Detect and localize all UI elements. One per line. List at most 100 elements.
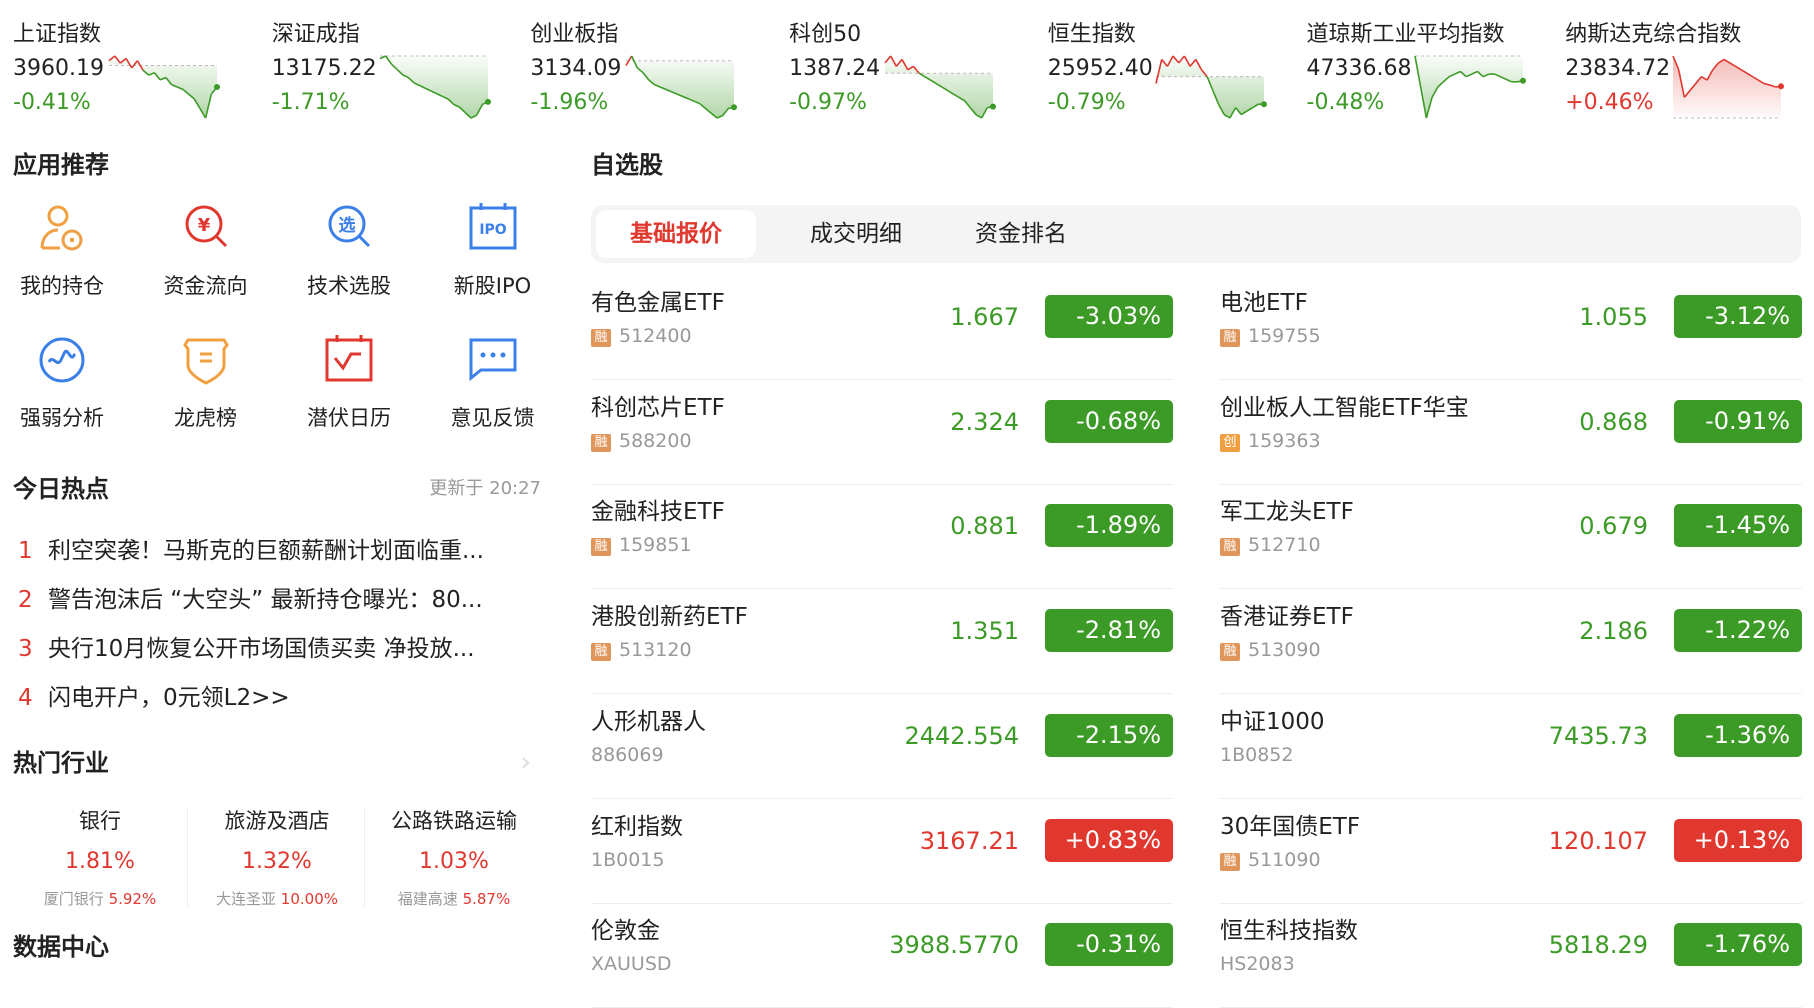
sparkline-segment [906,65,914,71]
change-badge: -1.22% [1674,609,1802,653]
chat-bubble-icon [469,338,516,382]
hot-news-item[interactable]: 4 闪电开户，0元领L2>> [18,678,538,712]
industry-leader: 厦门银行 5.92% [14,888,186,909]
sparkline-segment [630,55,638,69]
watchlist-row[interactable]: 中证1000 1B0852 7435.73 -1.36% [1220,694,1802,799]
svg-text:选: 选 [339,216,356,236]
watchlist-row[interactable]: 有色金属ETF 融 512400 1.667 -3.03% [591,275,1173,380]
industry-leader-name: 福建高速 [397,890,458,908]
sparkline-segment [980,107,988,119]
industry-name: 公路铁路运输 [391,809,517,833]
apps-section-title: 应用推荐 [13,151,109,179]
app-chat-bubble[interactable]: 意见反馈 [433,332,553,432]
index-sparkline [883,55,996,119]
security-code-line: 创 159363 [1220,430,1321,452]
tab-fund-ranking[interactable]: 资金排名 [975,221,1067,247]
change-badge: -0.91% [1674,399,1802,443]
app-stock-pick-search[interactable]: 选技术选股 [289,200,409,300]
margin-trading-badge: 融 [1220,538,1240,557]
watchlist-row[interactable]: 红利指数 1B0015 3167.21 +0.83% [591,799,1173,904]
sparkline-segment [1155,59,1163,84]
index-value: 3960.19 [13,56,104,81]
sparkline-segment [912,65,920,74]
app-shield[interactable]: 龙虎榜 [146,332,266,432]
sparkline-fill [1414,56,1523,118]
watchlist-row[interactable]: 金融科技ETF 融 159851 0.881 -1.89% [591,484,1173,590]
security-code-line: 1B0015 [591,849,664,871]
security-code: 1B0852 [1220,743,1294,766]
margin-trading-badge: 融 [591,433,611,452]
sparkline-segment [159,76,166,81]
watchlist-row[interactable]: 军工龙头ETF 融 512710 0.679 -1.45% [1220,484,1802,590]
app-ipo-calendar[interactable]: IPO 新股IPO [433,200,553,300]
sparkline-segment [107,55,115,62]
sparkline-segment [1735,65,1742,71]
index-6[interactable]: 纳斯达克综合指数 23834.72 +0.46% [1565,12,1814,122]
security-code-line: 融 512710 [1220,534,1321,557]
industry-name: 银行 [79,809,121,833]
hot-news-rank: 3 [18,636,33,662]
tab-trade-details[interactable]: 成交明细 [810,221,902,247]
tab-basic-quote[interactable]: 基础报价 [596,210,756,258]
watchlist-row[interactable]: 伦敦金 XAUUSD 3988.5770 -0.31% [591,903,1173,1008]
security-name: 人形机器人 [591,708,706,735]
security-code: 1B0015 [591,848,665,871]
industry-leader: 福建高速 5.87% [368,888,540,909]
hot-news-item[interactable]: 2 警告泡沫后 “大空头” 最新持仓曝光：80... [18,580,538,614]
sparkline-segment [147,71,155,76]
sparkline-segment [1689,83,1697,91]
sparkline-segment [1183,55,1191,67]
app-user-holdings[interactable]: 我的持仓 [2,200,122,300]
security-price: 1.351 [950,617,1019,646]
sparkline-segment [447,98,455,106]
app-yuan-search[interactable]: ¥ 资金流向 [146,200,266,300]
index-5[interactable]: 道琼斯工业平均指数 47336.68 -0.48% [1307,12,1562,122]
sparkline-segment [895,58,903,67]
sparkline-segment [704,107,712,114]
watchlist-row[interactable]: 香港证券ETF 融 513090 2.186 -1.22% [1220,589,1802,695]
industry-leader-change: 5.92% [108,890,157,908]
industry-item[interactable]: 公路铁路运输 1.03% 福建高速 5.87% [368,805,540,909]
hot-news-item[interactable]: 3 央行10月恢复公开市场国债买卖 净投放... [18,629,538,663]
industry-item[interactable]: 旅游及酒店 1.32% 大连圣亚 10.00% [191,805,363,909]
watchlist-row[interactable]: 创业板人工智能ETF华宝创 159363 0.868 -0.91% [1220,380,1802,485]
index-3[interactable]: 科创50 1387.24 -0.97% [789,12,1044,122]
sparkline-segment [1493,73,1501,78]
index-1[interactable]: 深证成指 13175.22 -1.71% [272,12,527,122]
sparkline-segment [671,91,678,95]
security-price: 2442.554 [904,721,1019,750]
sparkline-last-point [989,103,996,110]
sparkline-fill [379,56,488,118]
sparkline-segment [170,83,178,88]
chevron-right-icon[interactable]: › [520,745,532,778]
sparkline-segment [1194,59,1202,71]
sparkline-segment [407,76,415,84]
index-0[interactable]: 上证指数 3960.19 -0.41% [13,12,268,122]
watchlist-row[interactable]: 电池ETF 融 159755 1.055 -3.12% [1220,275,1802,380]
hot-news-title: 今日热点 [13,475,109,503]
app-calendar-check[interactable]: 潜伏日历 [289,332,409,432]
sparkline-segment [654,83,661,88]
watchlist-row[interactable]: 人形机器人 886069 2442.554 -2.15% [591,694,1173,799]
watchlist-row[interactable]: 恒生科技指数 HS2083 5818.29 -1.76% [1220,903,1802,1008]
security-code-line: 融 513120 [591,639,692,662]
sparkline-segment [402,74,409,79]
hot-news-text: 警告泡沫后 “大空头” 最新持仓曝光：80... [48,587,483,613]
watchlist-row[interactable]: 港股创新药ETF 融 513120 1.351 -2.81% [591,589,1173,695]
app-label: 技术选股 [307,274,391,298]
sparkline-segment [883,55,891,64]
divider [364,808,365,908]
index-4[interactable]: 恒生指数 25952.40 -0.79% [1048,12,1303,122]
watchlist-row[interactable]: 30年国债ETF 融 511090 120.107 +0.13% [1220,799,1802,904]
sparkline-segment [1683,89,1691,98]
index-2[interactable]: 创业板指 3134.09 -1.96% [530,12,785,122]
industry-leader: 大连圣亚 10.00% [191,888,363,909]
change-badge: -1.89% [1045,504,1173,548]
app-wave-circle[interactable]: 强弱分析 [2,332,122,432]
sparkline-segment [458,106,466,114]
watchlist-row[interactable]: 科创芯片ETF 融 588200 2.324 -0.68% [591,380,1173,485]
security-code-line: 融 159851 [591,534,692,557]
industry-item[interactable]: 银行 1.81% 厦门银行 5.92% [14,805,186,909]
hot-news-item[interactable]: 1 利空突袭！马斯克的巨额薪酬计划面临重... [18,531,538,565]
industry-change: 1.32% [242,849,312,874]
